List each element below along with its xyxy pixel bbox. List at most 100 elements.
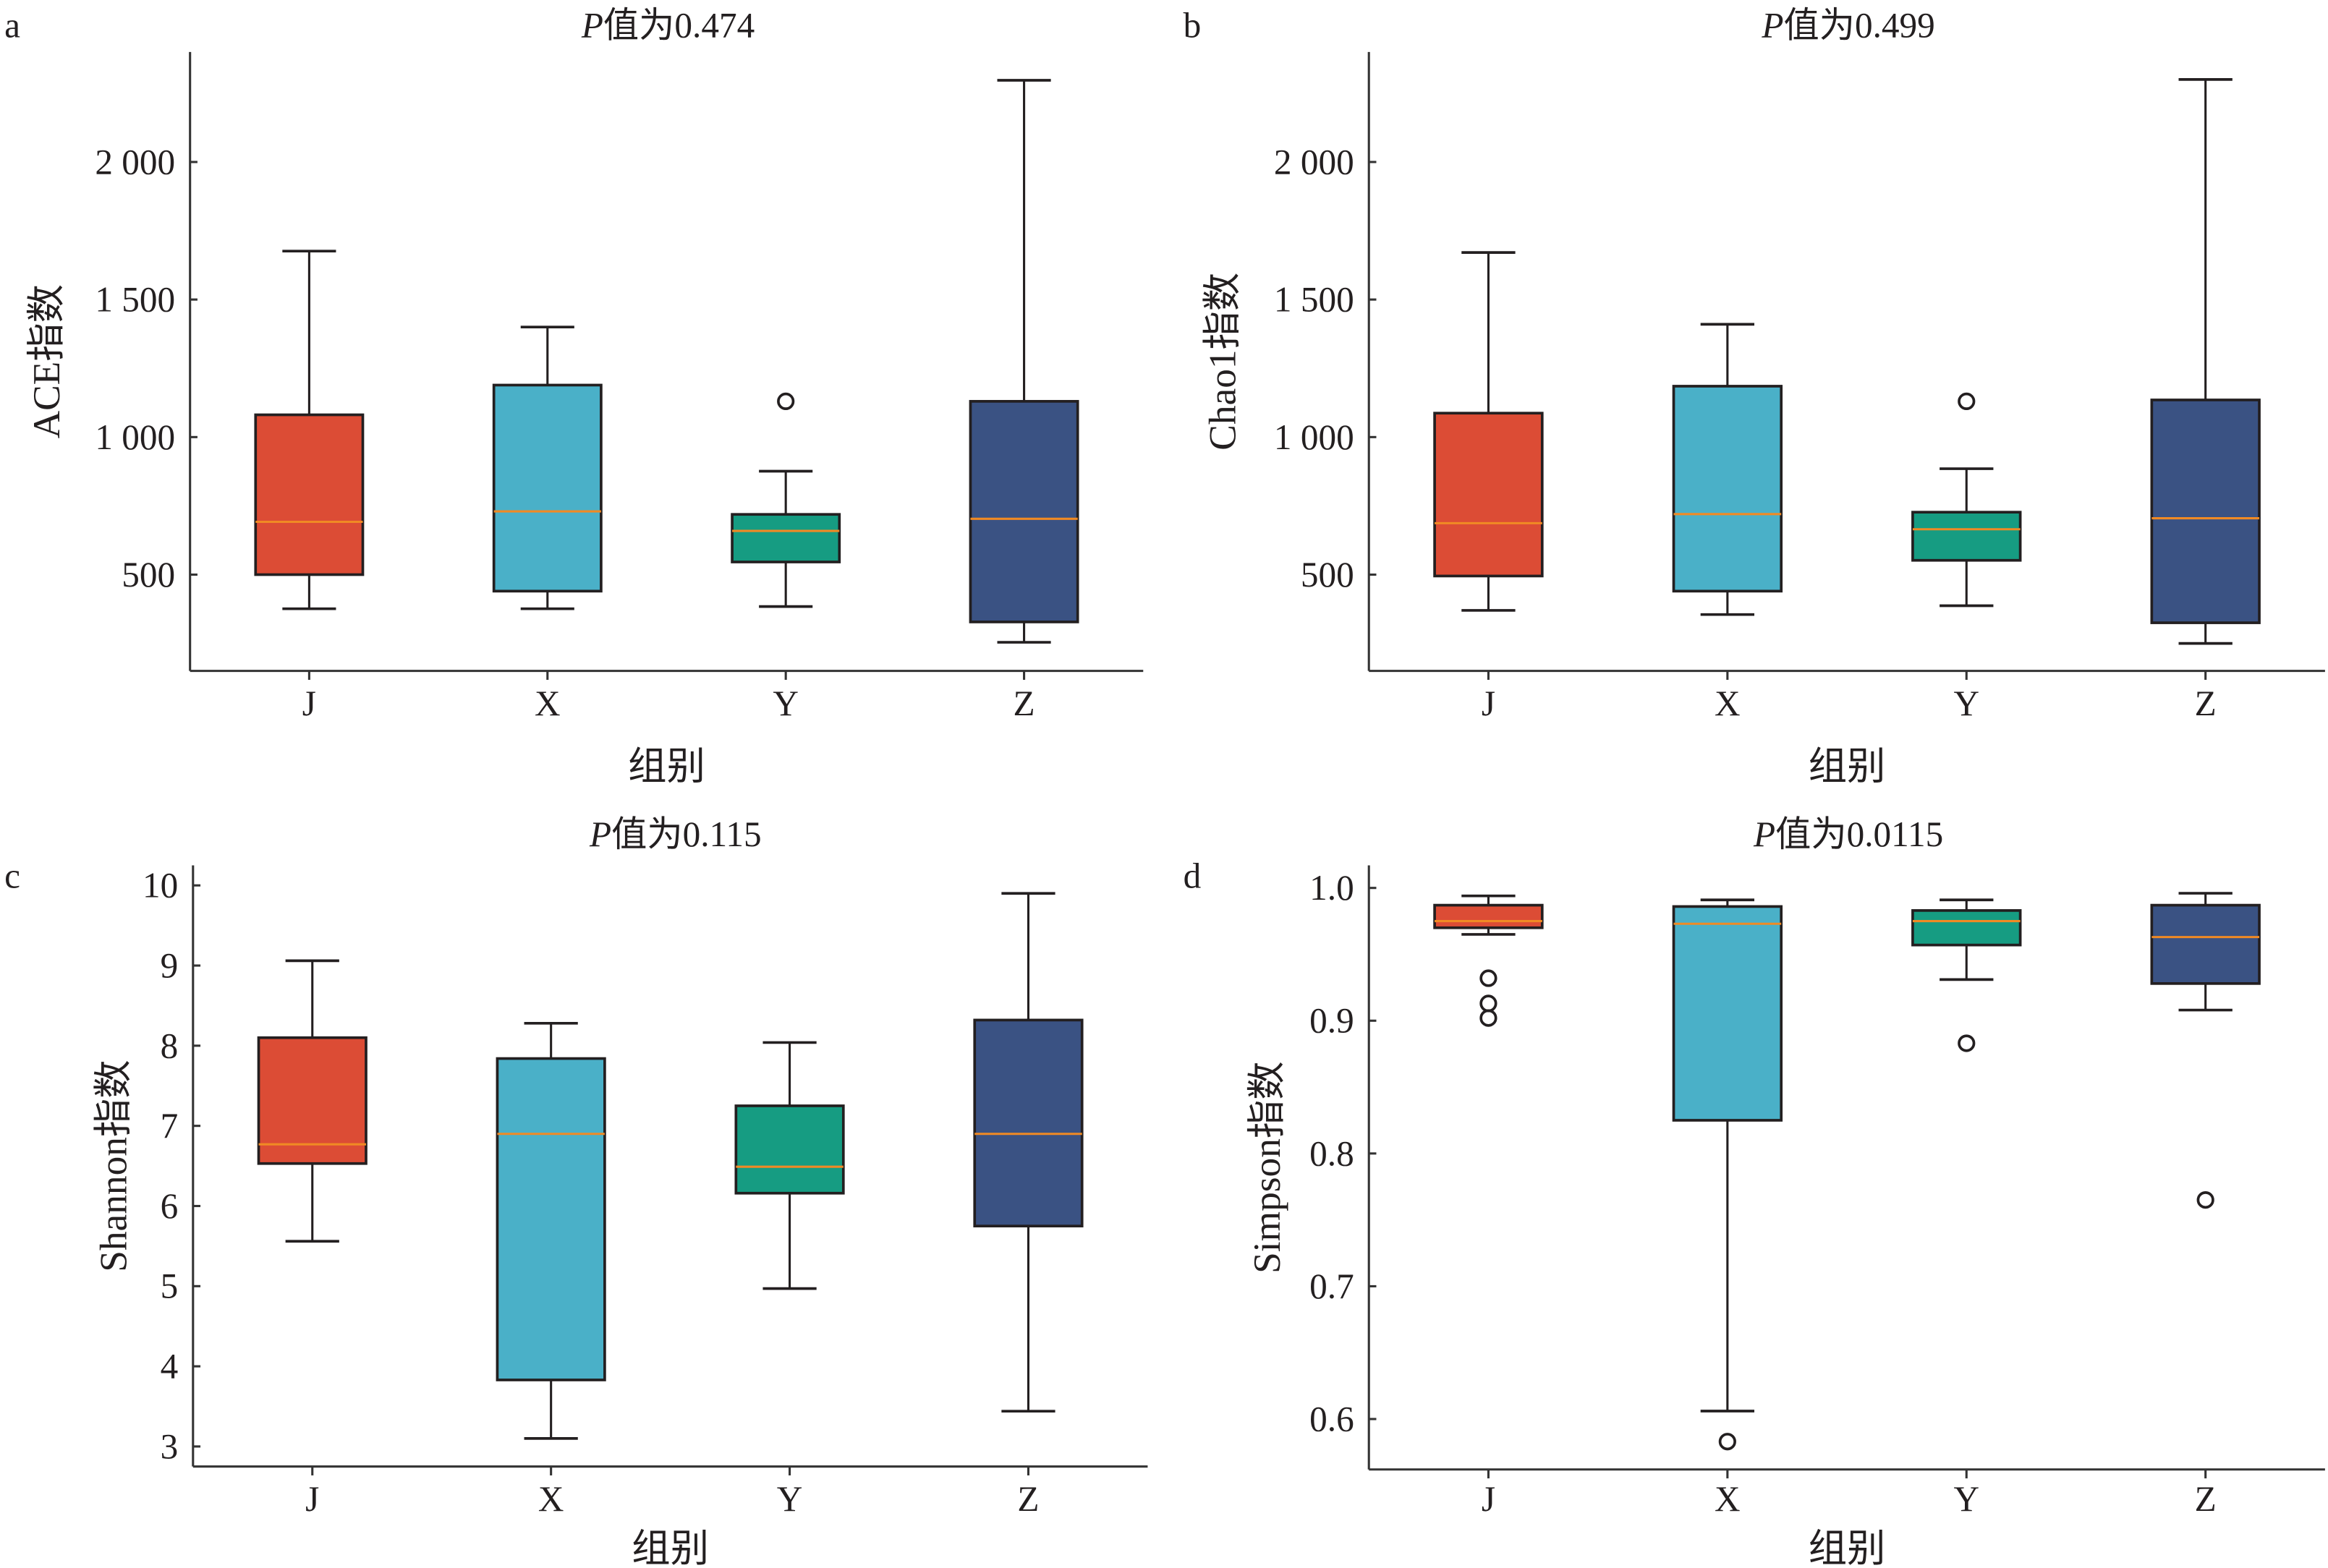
y-axis-label: Chao1指数 bbox=[1201, 273, 1244, 451]
y-tick-label: 0.8 bbox=[1309, 1133, 1354, 1173]
x-tick-label: J bbox=[1482, 1479, 1495, 1519]
box-Y bbox=[1911, 392, 2022, 608]
box-iqr bbox=[254, 413, 365, 576]
box-iqr bbox=[257, 1036, 368, 1165]
x-axis-label: 组别 bbox=[632, 1527, 709, 1568]
box-iqr bbox=[496, 1057, 606, 1381]
title-p-italic: P bbox=[1761, 5, 1783, 45]
y-tick-label: 2 000 bbox=[95, 142, 175, 182]
y-tick-label: 1.0 bbox=[1309, 868, 1354, 908]
outlier-point bbox=[1718, 1433, 1736, 1451]
box-Y bbox=[1911, 898, 2022, 1052]
x-tick-label: X bbox=[1715, 1479, 1741, 1519]
y-tick-label: 6 bbox=[161, 1186, 179, 1226]
y-tick-label: 7 bbox=[161, 1106, 179, 1146]
x-tick-label: X bbox=[1715, 683, 1741, 723]
box-Z bbox=[973, 892, 1084, 1413]
y-tick-label: 1 500 bbox=[1274, 280, 1354, 320]
panel-letter: d bbox=[1184, 856, 1202, 895]
box-J bbox=[1433, 251, 1544, 612]
x-axis-label: 组别 bbox=[1809, 744, 1886, 788]
y-tick-label: 8 bbox=[161, 1026, 179, 1065]
x-tick-label: Y bbox=[773, 683, 799, 723]
x-tick-label: X bbox=[535, 683, 561, 723]
box-iqr bbox=[1672, 905, 1783, 1122]
panel-a: a P值为0.474 500 1 000 1 500 2 000 J X Y Z 组别 ACE指数 bbox=[4, 5, 1144, 788]
box-Z bbox=[969, 79, 1079, 644]
title-text: 值为0.0115 bbox=[1775, 814, 1943, 854]
title-p-italic: P bbox=[589, 814, 611, 854]
panel-d: d P值为0.0115 0.6 0.7 0.8 0.9 1.0 J X Y Z 组别 Simpson指数 bbox=[1184, 814, 2325, 1568]
x-tick-label: X bbox=[538, 1479, 564, 1519]
y-tick-label: 0.6 bbox=[1309, 1399, 1354, 1439]
box-iqr bbox=[492, 383, 603, 593]
box-J bbox=[257, 959, 368, 1243]
x-tick-label: Z bbox=[1014, 683, 1035, 723]
box-iqr bbox=[1433, 412, 1544, 578]
x-tick-label: Y bbox=[1953, 683, 1979, 723]
box-iqr bbox=[973, 1018, 1084, 1228]
y-axis-label: Simpson指数 bbox=[1245, 1061, 1288, 1273]
x-tick-label: Z bbox=[2195, 1479, 2217, 1519]
box-Y bbox=[734, 1041, 845, 1290]
y-tick-label: 9 bbox=[161, 945, 179, 985]
x-tick-label: J bbox=[302, 683, 316, 723]
box-J bbox=[254, 250, 365, 610]
box-Y bbox=[731, 392, 841, 608]
x-axis-label: 组别 bbox=[628, 744, 705, 788]
y-tick-label: 4 bbox=[161, 1347, 179, 1386]
y-tick-label: 1 000 bbox=[1274, 417, 1354, 457]
box-iqr bbox=[1911, 511, 2022, 562]
outlier-point bbox=[1958, 392, 1976, 410]
title-text: 值为0.474 bbox=[603, 5, 755, 45]
x-tick-label: J bbox=[305, 1479, 319, 1519]
y-tick-label: 2 000 bbox=[1274, 142, 1354, 182]
y-tick-label: 0.7 bbox=[1309, 1266, 1354, 1306]
panel-b: b P值为0.499 500 1 000 1 500 2 000 J X Y Z 组别 Chao1指数 bbox=[1184, 5, 2325, 788]
y-tick-label: 500 bbox=[1301, 555, 1354, 595]
x-axis-label: 组别 bbox=[1809, 1527, 1886, 1568]
outlier-point bbox=[1958, 1034, 1976, 1052]
panel-letter: a bbox=[4, 5, 20, 45]
x-tick-label: Y bbox=[777, 1479, 803, 1519]
y-tick-label: 5 bbox=[161, 1266, 179, 1306]
x-tick-label: J bbox=[1482, 683, 1495, 723]
y-axis-label: Shannon指数 bbox=[91, 1060, 135, 1271]
box-iqr bbox=[2150, 903, 2261, 985]
title-p-italic: P bbox=[581, 5, 603, 45]
box-J bbox=[1433, 894, 1544, 1027]
chart-title: P值为0.115 bbox=[589, 814, 762, 854]
box-iqr bbox=[2150, 399, 2261, 624]
box-X bbox=[1672, 898, 1783, 1451]
y-axis-label: ACE指数 bbox=[25, 284, 68, 438]
box-iqr bbox=[734, 1104, 845, 1195]
box-iqr bbox=[1433, 903, 1544, 929]
panel-letter: b bbox=[1184, 5, 1202, 45]
chart-title: P值为0.474 bbox=[581, 5, 755, 45]
y-tick-label: 1 000 bbox=[95, 417, 175, 457]
box-iqr bbox=[731, 513, 841, 563]
x-tick-label: Z bbox=[2195, 683, 2217, 723]
panel-c: c P值为0.115 3 4 5 6 7 8 9 10 J X Y Z 组别 Shannon指数 bbox=[4, 814, 1148, 1568]
outlier-point bbox=[1479, 969, 1498, 987]
box-X bbox=[492, 325, 603, 610]
chart-title: P值为0.0115 bbox=[1753, 814, 1943, 854]
box-Z bbox=[2150, 78, 2261, 645]
y-tick-label: 1 500 bbox=[95, 280, 175, 320]
box-X bbox=[496, 1021, 606, 1440]
box-iqr bbox=[969, 400, 1079, 623]
title-p-italic: P bbox=[1753, 814, 1775, 854]
outlier-point bbox=[777, 392, 795, 410]
y-tick-label: 500 bbox=[122, 555, 175, 595]
box-iqr bbox=[1911, 909, 2022, 947]
title-text: 值为0.499 bbox=[1783, 5, 1934, 45]
x-tick-label: Z bbox=[1017, 1479, 1039, 1519]
box-X bbox=[1672, 323, 1783, 616]
chart-title: P值为0.499 bbox=[1761, 5, 1934, 45]
box-iqr bbox=[1672, 385, 1783, 593]
outlier-point bbox=[1479, 994, 1498, 1013]
box-Z bbox=[2150, 892, 2261, 1209]
x-tick-label: Y bbox=[1953, 1479, 1979, 1519]
y-tick-label: 3 bbox=[161, 1426, 179, 1466]
title-text: 值为0.115 bbox=[611, 814, 761, 854]
